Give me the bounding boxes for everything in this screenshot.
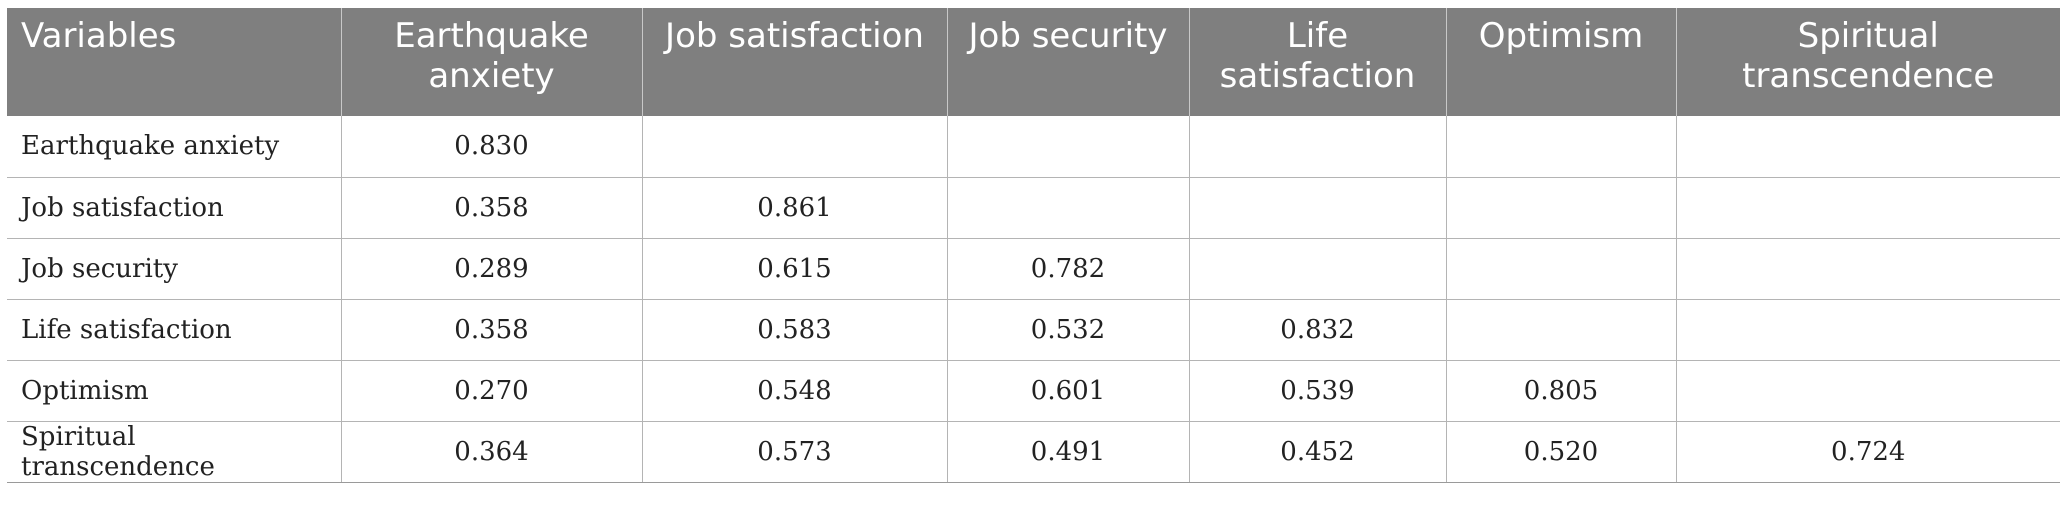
table-cell bbox=[1189, 238, 1447, 300]
table-cell: 0.364 bbox=[341, 421, 643, 483]
header-optimism: Optimism bbox=[1446, 8, 1677, 116]
table-cell: 0.520 bbox=[1446, 421, 1677, 483]
table-cell: 0.832 bbox=[1189, 299, 1447, 361]
table-cell: 0.805 bbox=[1446, 360, 1677, 422]
table-cell: 0.861 bbox=[642, 177, 948, 239]
row-label: Optimism bbox=[7, 360, 342, 422]
table-cell bbox=[1446, 116, 1677, 178]
table-cell: 0.539 bbox=[1189, 360, 1447, 422]
table-cell: 0.583 bbox=[642, 299, 948, 361]
table-cell bbox=[1189, 116, 1447, 178]
table-cell: 0.491 bbox=[947, 421, 1190, 483]
table-cell: 0.452 bbox=[1189, 421, 1447, 483]
table-cell: 0.270 bbox=[341, 360, 643, 422]
row-label: Job security bbox=[7, 238, 342, 300]
header-job-security: Job security bbox=[947, 8, 1190, 116]
row-label: Spiritual transcendence bbox=[7, 421, 342, 483]
table-row: Life satisfaction 0.358 0.583 0.532 0.83… bbox=[7, 299, 2060, 361]
table-row: Spiritual transcendence 0.364 0.573 0.49… bbox=[7, 421, 2060, 483]
table-cell: 0.615 bbox=[642, 238, 948, 300]
table-cell: 0.532 bbox=[947, 299, 1190, 361]
header-spiritual-transcendence: Spiritual transcendence bbox=[1676, 8, 2060, 116]
correlation-table-container: Variables Earthquake anxiety Job satisfa… bbox=[7, 8, 2060, 483]
table-cell bbox=[1189, 177, 1447, 239]
table-cell: 0.573 bbox=[642, 421, 948, 483]
table-cell bbox=[1676, 299, 2060, 361]
table-cell bbox=[947, 116, 1190, 178]
correlation-table: Variables Earthquake anxiety Job satisfa… bbox=[7, 8, 2060, 483]
row-label: Job satisfaction bbox=[7, 177, 342, 239]
table-row: Job security 0.289 0.615 0.782 bbox=[7, 238, 2060, 300]
table-cell bbox=[642, 116, 948, 178]
table-cell bbox=[1676, 177, 2060, 239]
table-cell: 0.782 bbox=[947, 238, 1190, 300]
table-cell: 0.724 bbox=[1676, 421, 2060, 483]
table-cell bbox=[1446, 299, 1677, 361]
row-label: Earthquake anxiety bbox=[7, 116, 342, 178]
table-cell: 0.601 bbox=[947, 360, 1190, 422]
header-earthquake-anxiety: Earthquake anxiety bbox=[341, 8, 643, 116]
table-cell bbox=[947, 177, 1190, 239]
table-cell: 0.289 bbox=[341, 238, 643, 300]
table-cell: 0.358 bbox=[341, 177, 643, 239]
table-cell bbox=[1676, 238, 2060, 300]
table-cell bbox=[1676, 360, 2060, 422]
header-row: Variables Earthquake anxiety Job satisfa… bbox=[7, 8, 2060, 116]
header-life-satisfaction: Life satisfaction bbox=[1189, 8, 1447, 116]
table-cell bbox=[1446, 238, 1677, 300]
table-row: Job satisfaction 0.358 0.861 bbox=[7, 177, 2060, 239]
row-label: Life satisfaction bbox=[7, 299, 342, 361]
table-cell: 0.548 bbox=[642, 360, 948, 422]
header-job-satisfaction: Job satisfaction bbox=[642, 8, 948, 116]
table-cell: 0.358 bbox=[341, 299, 643, 361]
table-cell: 0.830 bbox=[341, 116, 643, 178]
header-variables: Variables bbox=[7, 8, 342, 116]
table-row: Optimism 0.270 0.548 0.601 0.539 0.805 bbox=[7, 360, 2060, 422]
table-cell bbox=[1446, 177, 1677, 239]
table-cell bbox=[1676, 116, 2060, 178]
table-row: Earthquake anxiety 0.830 bbox=[7, 116, 2060, 178]
